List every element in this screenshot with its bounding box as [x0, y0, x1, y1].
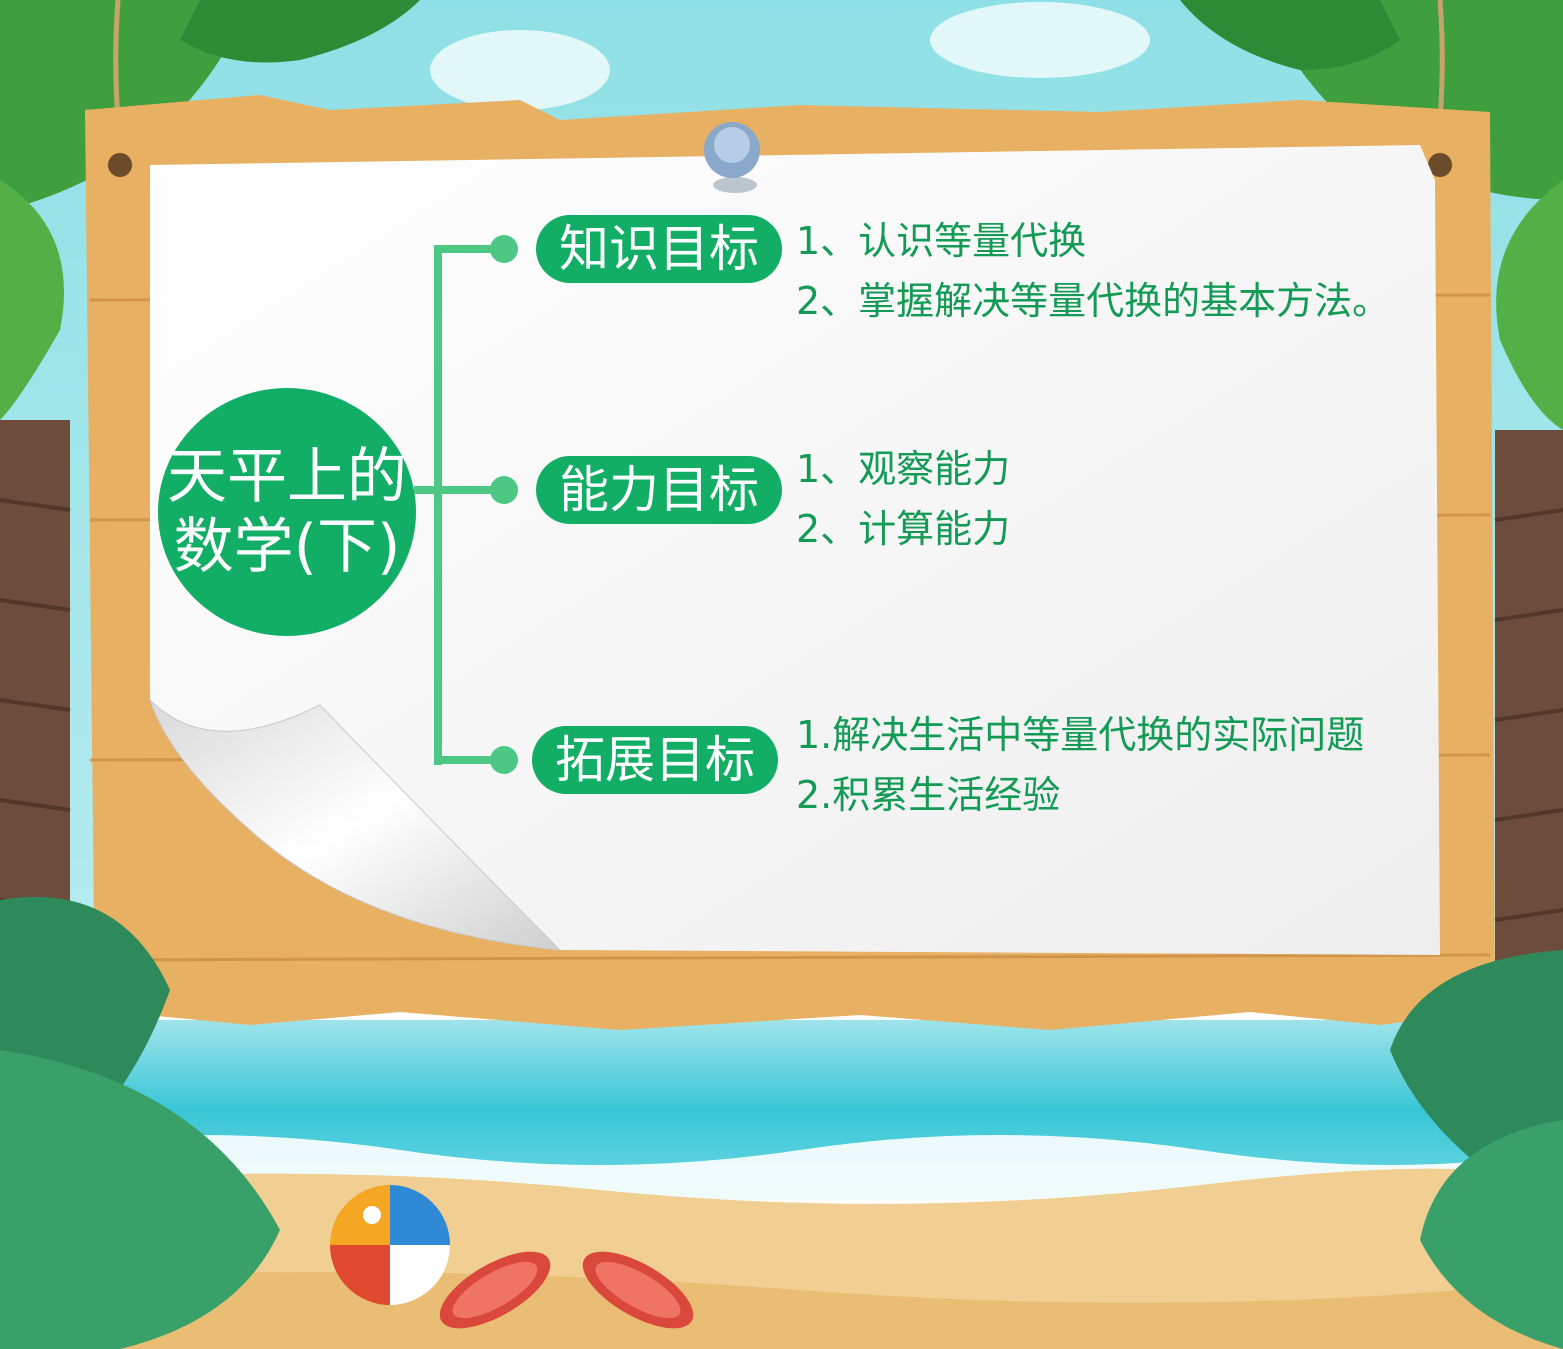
connector-trunk: [434, 245, 442, 765]
palm-leaf: [180, 0, 420, 63]
palm-leaf: [0, 180, 64, 420]
branch-dot: [490, 476, 518, 504]
connector-from-topic: [414, 486, 442, 494]
paper-curl: [149, 699, 562, 951]
branch-2-item-1: 1、观察能力: [796, 447, 1011, 491]
branch-3-item-1: 1.解决生活中等量代换的实际问题: [796, 713, 1365, 757]
palm-leaf: [0, 0, 250, 210]
cloud: [930, 2, 1150, 78]
branch-label-extension: 拓展目标: [532, 726, 778, 794]
branch-label-knowledge: 知识目标: [536, 215, 782, 283]
fern-leaf: [0, 1050, 280, 1349]
palm-leaf: [1180, 0, 1400, 70]
branch-label-ability: 能力目标: [536, 456, 782, 524]
board-nail: [1428, 153, 1452, 177]
branch-dot: [490, 235, 518, 263]
beach-ball-icon: [330, 1185, 450, 1305]
connector-branch-2: [434, 486, 504, 494]
board-nail: [108, 153, 132, 177]
branch-3-item-2: 2.积累生活经验: [796, 773, 1061, 817]
branch-1-item-2: 2、掌握解决等量代换的基本方法。: [796, 279, 1391, 323]
topic-circle: 天平上的 数学(下): [158, 388, 416, 636]
connector-branch-3: [434, 756, 504, 764]
cloud: [430, 30, 610, 110]
branch-1-item-1: 1、认识等量代换: [796, 219, 1087, 263]
push-pin-icon: [704, 122, 760, 193]
palm-leaf: [1496, 180, 1563, 430]
topic-title-line-2: 数学(下): [173, 512, 401, 582]
fern-leaf: [1420, 1120, 1563, 1349]
topic-title-line-1: 天平上的: [167, 442, 407, 512]
connector-branch-1: [434, 245, 504, 253]
branch-2-item-2: 2、计算能力: [796, 507, 1011, 551]
flip-flops-icon: [439, 1251, 694, 1329]
branch-dot: [490, 746, 518, 774]
paper-sheet: [150, 145, 1440, 955]
